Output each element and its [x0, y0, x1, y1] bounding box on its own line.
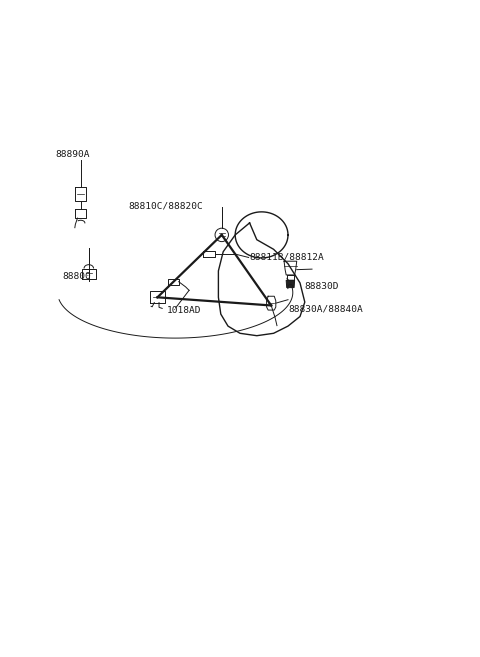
Text: 1018AD: 1018AD — [167, 306, 202, 315]
Text: 88830A/88840A: 88830A/88840A — [288, 305, 363, 314]
Text: 88890A: 88890A — [55, 150, 90, 159]
Text: 88810C/88820C: 88810C/88820C — [129, 202, 204, 211]
Text: 88800: 88800 — [62, 272, 91, 281]
Text: 88811B/88812A: 88811B/88812A — [250, 253, 324, 262]
Polygon shape — [286, 281, 295, 288]
Text: 88830D: 88830D — [305, 282, 339, 291]
